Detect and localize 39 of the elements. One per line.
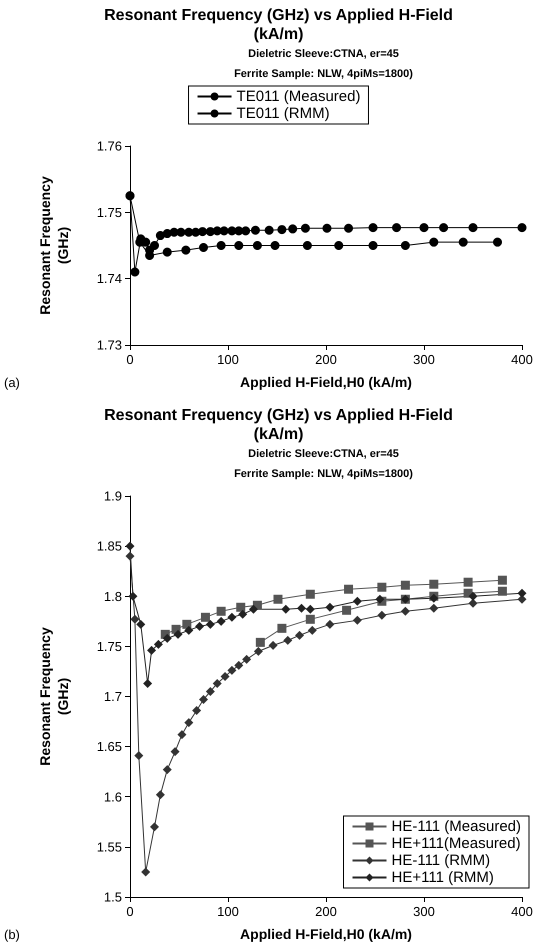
text: (a) xyxy=(4,375,20,390)
chart-subtitle: Dieletric Sleeve:CTNA, er=45 Ferrite Sample: NLW, 4piMs=1800) xyxy=(233,47,414,82)
legend-label: HE-111 (RMM) xyxy=(392,852,490,869)
x-tick-label: 300 xyxy=(413,352,435,367)
chart-title: Resonant Frequency (GHz) vs Applied H-Field (kA/m) xyxy=(103,406,454,444)
y-tick-label: 1.65 xyxy=(96,739,122,754)
x-tick-label: 100 xyxy=(217,352,239,367)
legend-label: HE+111(Measured) xyxy=(392,835,521,852)
chart-subtitle: Dieletric Sleeve:CTNA, er=45 Ferrite Sample: NLW, 4piMs=1800) xyxy=(233,447,414,482)
y-tick-label: 1.8 xyxy=(104,588,122,604)
x-tick-label: 300 xyxy=(413,904,435,919)
legend-label: TE011 (Measured) xyxy=(236,88,360,105)
x-tick-label: 400 xyxy=(511,904,533,919)
y-tick-label: 1.75 xyxy=(96,638,122,654)
y-tick-label: 1.73 xyxy=(96,338,122,352)
legend-label: HE-111 (Measured) xyxy=(392,818,522,835)
text: (b) xyxy=(4,927,20,942)
x-axis-title: Applied H-Field,H0 (kA/m) xyxy=(240,374,412,390)
x-tick-label: 0 xyxy=(126,904,134,919)
y-tick-label: 1.75 xyxy=(96,204,122,220)
y-tick-label: 1.7 xyxy=(104,689,122,704)
legend-label: HE+111 (RMM) xyxy=(392,869,494,886)
x-tick-label: 100 xyxy=(217,904,239,919)
y-tick-label: 1.9 xyxy=(104,488,122,504)
y-tick-label: 1.6 xyxy=(104,789,122,804)
y-tick-label: 1.76 xyxy=(96,138,122,154)
legend-label: TE011 (RMM) xyxy=(236,105,330,122)
chart-title: Resonant Frequency (GHz) vs Applied H-Field (kA/m) xyxy=(103,6,454,44)
y-tick-label: 1.55 xyxy=(96,839,122,854)
y-tick-label: 1.85 xyxy=(96,538,122,554)
y-tick-label: 1.74 xyxy=(96,271,122,286)
y-axis-title: Resonant Frequency (GHz) xyxy=(37,176,71,315)
y-tick-label: 1.5 xyxy=(104,890,122,904)
x-tick-label: 0 xyxy=(126,352,134,367)
y-axis-title: Resonant Frequency (GHz) xyxy=(37,627,71,766)
x-tick-label: 400 xyxy=(511,352,533,367)
x-axis-title: Applied H-Field,H0 (kA/m) xyxy=(240,926,412,942)
x-tick-label: 200 xyxy=(315,904,337,919)
x-tick-label: 200 xyxy=(315,352,337,367)
